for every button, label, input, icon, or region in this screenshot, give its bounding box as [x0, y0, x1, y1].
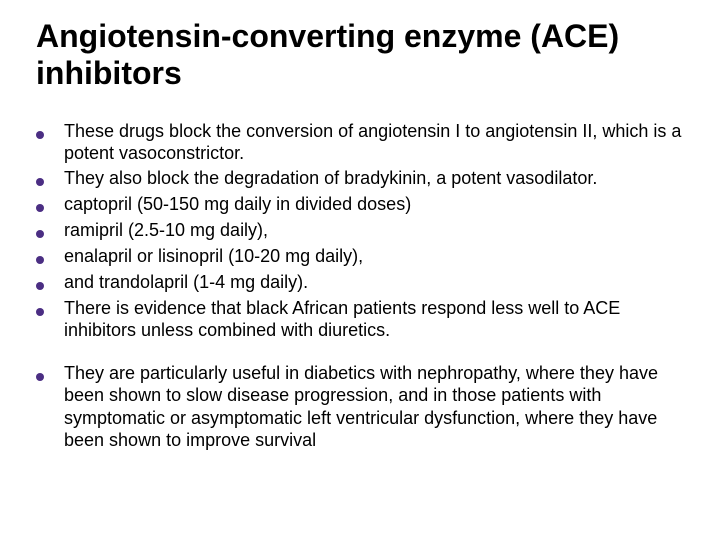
bullet-icon — [36, 219, 64, 243]
slide-title: Angiotensin-converting enzyme (ACE) inhi… — [36, 18, 684, 92]
bullet-group-2: They are particularly useful in diabetic… — [36, 362, 684, 452]
list-item-text: There is evidence that black African pat… — [64, 297, 684, 342]
list-item-text: captopril (50-150 mg daily in divided do… — [64, 193, 684, 216]
list-item: These drugs block the conversion of angi… — [36, 120, 684, 165]
list-item-text: They are particularly useful in diabetic… — [64, 362, 684, 452]
list-item-text: ramipril (2.5-10 mg daily), — [64, 219, 684, 242]
bullet-icon — [36, 271, 64, 295]
list-item: captopril (50-150 mg daily in divided do… — [36, 193, 684, 217]
list-item-text: These drugs block the conversion of angi… — [64, 120, 684, 165]
bullet-icon — [36, 362, 64, 386]
list-item-text: and trandolapril (1-4 mg daily). — [64, 271, 684, 294]
list-item: They are particularly useful in diabetic… — [36, 362, 684, 452]
list-item: and trandolapril (1-4 mg daily). — [36, 271, 684, 295]
slide: Angiotensin-converting enzyme (ACE) inhi… — [0, 0, 720, 540]
bullet-group-1: These drugs block the conversion of angi… — [36, 120, 684, 342]
list-item: ramipril (2.5-10 mg daily), — [36, 219, 684, 243]
bullet-icon — [36, 167, 64, 191]
list-item-text: enalapril or lisinopril (10-20 mg daily)… — [64, 245, 684, 268]
bullet-icon — [36, 120, 64, 144]
list-item: They also block the degradation of brady… — [36, 167, 684, 191]
bullet-icon — [36, 297, 64, 321]
list-item: There is evidence that black African pat… — [36, 297, 684, 342]
list-item-text: They also block the degradation of brady… — [64, 167, 684, 190]
bullet-icon — [36, 193, 64, 217]
list-item: enalapril or lisinopril (10-20 mg daily)… — [36, 245, 684, 269]
bullet-icon — [36, 245, 64, 269]
